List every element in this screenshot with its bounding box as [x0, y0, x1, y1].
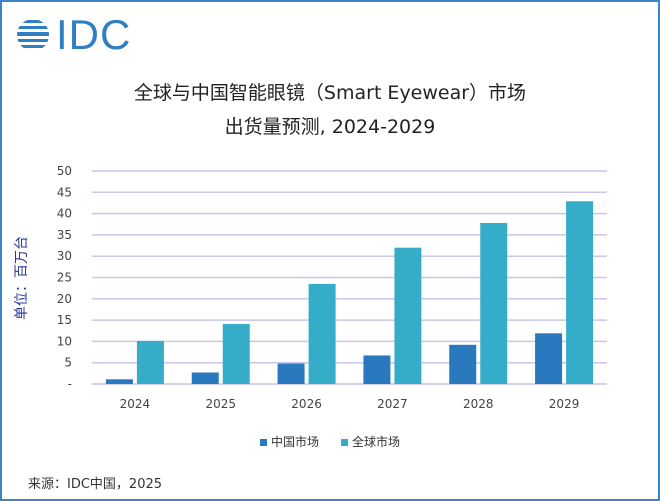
x-tick-label: 2024: [120, 397, 151, 411]
bar-china-2026: [277, 363, 305, 384]
legend-label: 中国市场: [270, 435, 319, 449]
y-tick-label: 20: [57, 292, 72, 306]
y-tick-label: 10: [57, 334, 72, 348]
bar-global-2029: [566, 201, 594, 384]
y-tick-label: 15: [57, 313, 72, 327]
bar-global-2028: [480, 222, 508, 384]
x-tick-label: 2026: [291, 397, 322, 411]
y-tick-label: 25: [57, 271, 72, 285]
bar-china-2025: [191, 372, 219, 384]
bar-global-2024: [136, 340, 164, 384]
bar-global-2027: [394, 247, 422, 384]
legend-swatch: [259, 439, 267, 446]
bar-china-2024: [105, 379, 133, 384]
chart-subtitle: 出货量预测, 2024-2029: [224, 116, 436, 138]
y-tick-label: -: [68, 377, 72, 391]
x-tick-label: 2028: [463, 397, 494, 411]
y-tick-label: 5: [64, 356, 72, 370]
chart-title: 全球与中国智能眼镜（Smart Eyewear）市场: [133, 82, 527, 104]
logo-text: IDC: [56, 11, 132, 58]
legend-item-global: 全球市场: [341, 433, 400, 450]
globe-icon: [17, 20, 49, 48]
bar-china-2028: [449, 344, 477, 384]
y-tick-label: 45: [57, 185, 72, 199]
y-tick-label: 50: [57, 164, 72, 178]
bar-global-2026: [308, 283, 336, 384]
x-tick-label: 2027: [377, 397, 408, 411]
y-tick-label: 30: [57, 249, 72, 263]
legend-swatch: [341, 439, 348, 446]
idc-logo: IDC: [16, 14, 131, 56]
y-tick-label: 40: [57, 207, 72, 221]
bar-china-2029: [535, 333, 563, 384]
legend: 中国市场 全球市场: [0, 433, 660, 450]
legend-item-china: 中国市场: [259, 433, 319, 450]
x-tick-label: 2029: [549, 397, 580, 411]
x-tick-label: 2025: [205, 397, 236, 411]
source-note: 来源：IDC中国，2025: [28, 477, 163, 492]
bar-global-2025: [222, 323, 250, 384]
y-tick-label: 35: [57, 228, 72, 242]
legend-label: 全球市场: [352, 435, 401, 449]
bar-china-2027: [363, 355, 391, 384]
